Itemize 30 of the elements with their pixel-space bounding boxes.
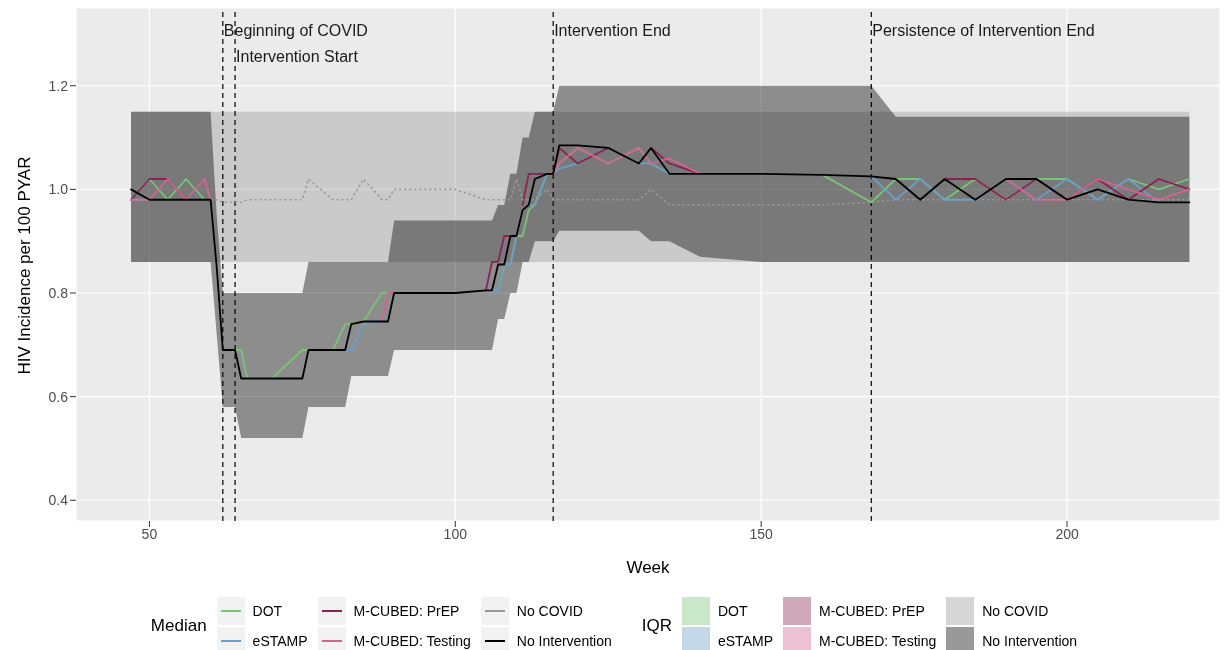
legend-title: Median (150, 616, 207, 636)
line-series (130, 178, 1191, 206)
legend-label: M-CUBED: PrEP (353, 603, 460, 619)
legend-label: No COVID (516, 603, 583, 619)
text: eSTAMP (718, 633, 773, 649)
legend-label: M-CUBED: Testing (353, 633, 471, 649)
legend-label: No Intervention (516, 633, 612, 649)
ref-line-label: Intervention Start (236, 48, 359, 65)
y-tick-label: 1.0 (48, 181, 69, 198)
text: M-CUBED: PrEP (818, 603, 925, 619)
y-tick-label: 1.2 (48, 77, 69, 94)
ref-line-label: Beginning of COVID (223, 22, 368, 39)
y-axis-title: HIV Incidence per 100 PYAR (15, 156, 35, 375)
x-tick-label: 200 (1055, 525, 1079, 542)
text: DOT (718, 603, 748, 619)
legend-label: eSTAMP (252, 633, 308, 649)
y-tick-label: 0.4 (48, 492, 69, 509)
x-axis-title: Week (626, 558, 671, 577)
y-tick-label: 0.8 (48, 284, 69, 301)
x-tick-label: 150 (749, 525, 774, 542)
x-tick-label: 50 (141, 525, 158, 542)
y-tick-label: 0.6 (48, 388, 69, 405)
legend-label: DOT (252, 603, 283, 619)
text: M-CUBED: Testing (818, 633, 937, 649)
x-tick-label: 100 (443, 525, 468, 542)
text: No Intervention (982, 633, 1078, 649)
ref-line-label: Intervention End (554, 22, 671, 39)
ref-line-label: Persistence of Intervention End (872, 22, 1095, 39)
text: No COVID (982, 603, 1049, 619)
text: IQR (641, 616, 672, 636)
